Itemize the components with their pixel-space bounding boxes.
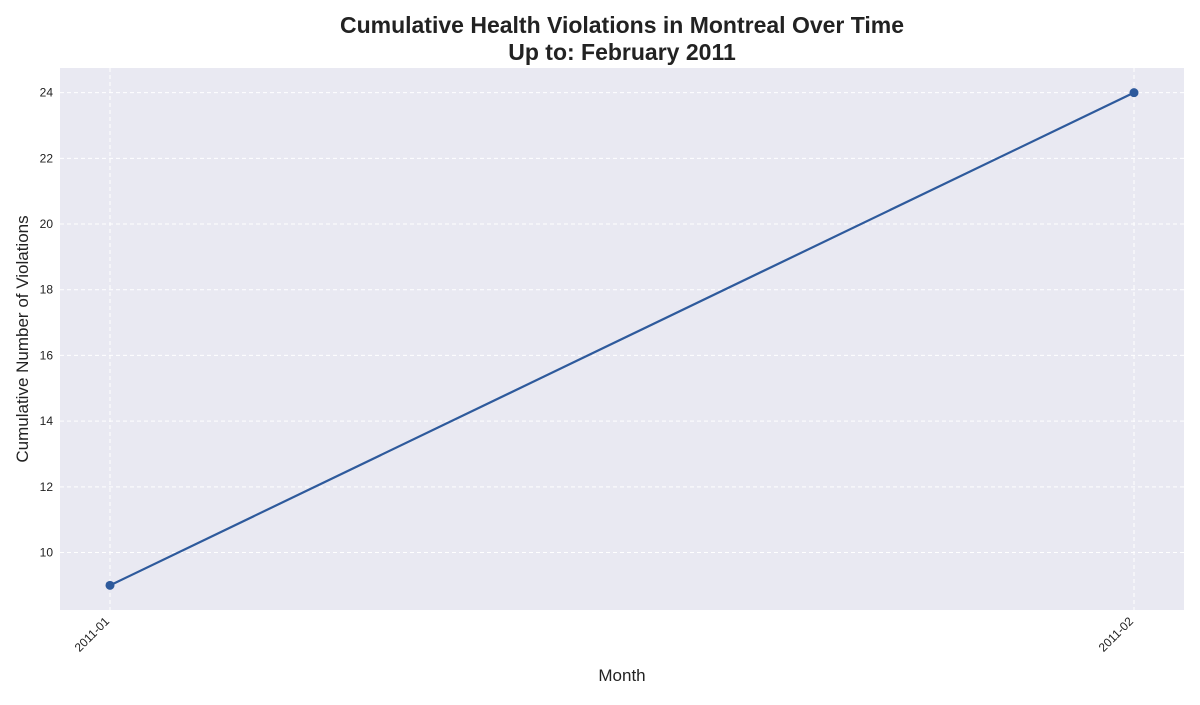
x-axis-ticks: 2011-01 2011-02 bbox=[72, 614, 1137, 655]
data-point bbox=[105, 580, 115, 590]
y-tick-label: 20 bbox=[40, 217, 54, 231]
series-layer bbox=[105, 88, 1139, 590]
y-axis-label: Cumulative Number of Violations bbox=[13, 215, 32, 462]
x-tick-label: 2011-01 bbox=[72, 614, 113, 655]
y-tick-label: 10 bbox=[40, 546, 54, 560]
y-axis-ticks: 10 12 14 16 18 20 22 24 bbox=[40, 86, 54, 560]
chart-subtitle: Up to: February 2011 bbox=[508, 39, 736, 65]
y-tick-label: 14 bbox=[40, 414, 54, 428]
y-tick-label: 12 bbox=[40, 480, 54, 494]
y-tick-label: 22 bbox=[40, 151, 54, 165]
x-axis-label: Month bbox=[598, 666, 645, 685]
grid-lines bbox=[60, 68, 1184, 610]
x-tick-label: 2011-02 bbox=[1096, 614, 1137, 655]
series-line bbox=[109, 91, 1135, 587]
data-point bbox=[1129, 88, 1139, 98]
y-tick-label: 16 bbox=[40, 348, 54, 362]
y-tick-label: 24 bbox=[40, 86, 54, 100]
y-tick-label: 18 bbox=[40, 283, 54, 297]
chart-title: Cumulative Health Violations in Montreal… bbox=[340, 12, 904, 38]
